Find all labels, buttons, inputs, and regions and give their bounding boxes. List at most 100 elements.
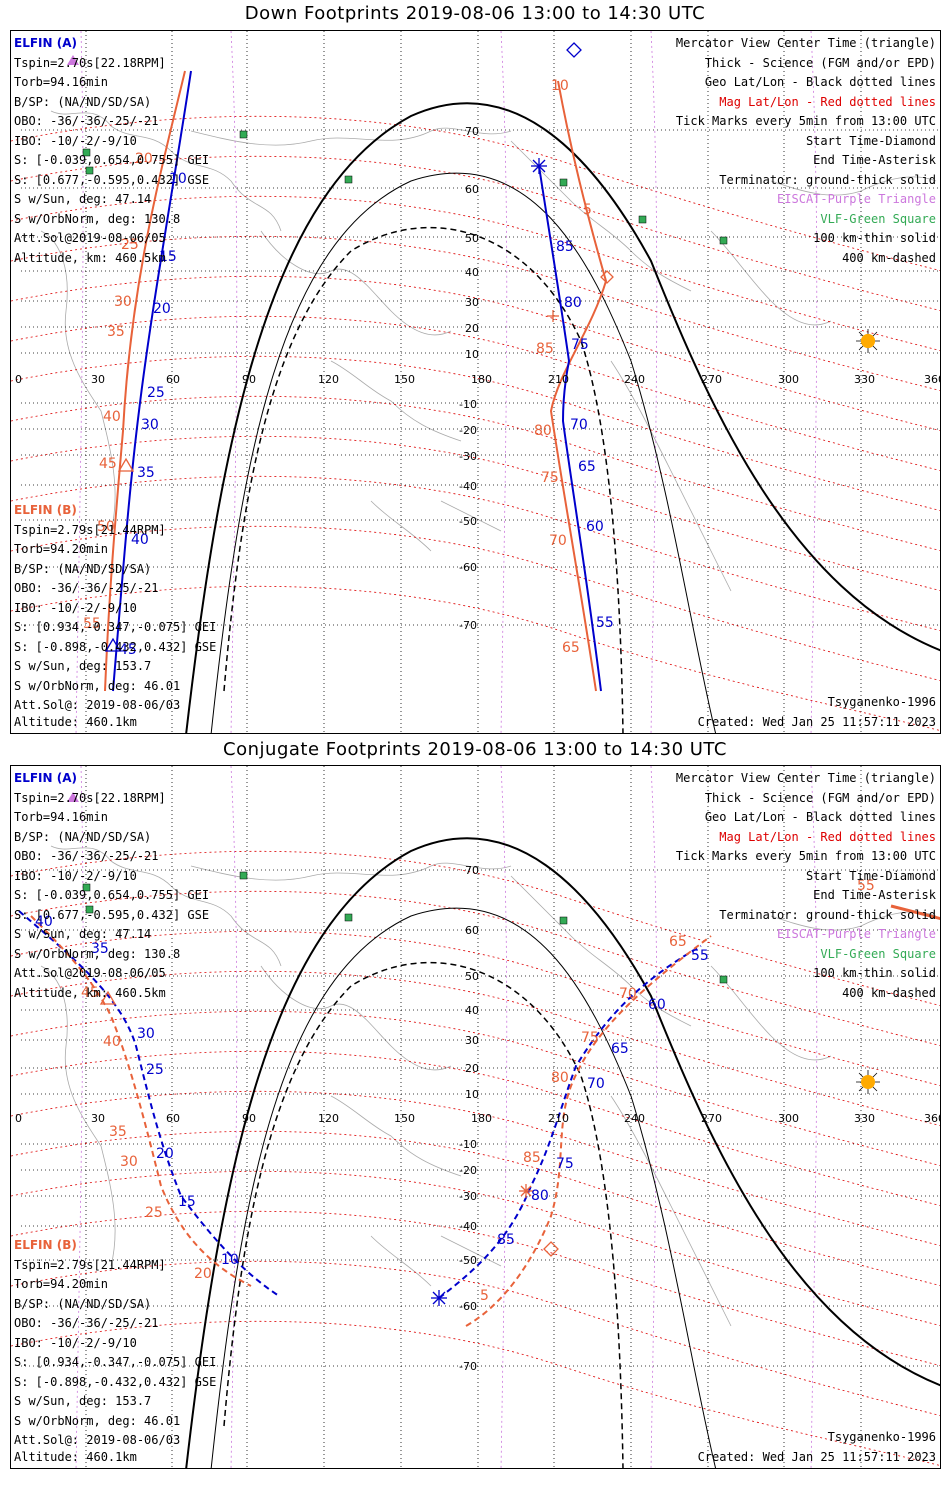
b-label: 85 [523,1150,541,1166]
info-line: S: [-0.898,-0.432,0.432] GSE [14,639,217,654]
lat-tick-label: -40 [459,480,477,493]
info-line: S: [0.934,-0.347,-0.075] GEI [14,620,217,634]
lat-tick-label: 70 [465,864,479,877]
elfin-b-conj-track-right [465,935,712,1327]
legend-line: Tick Marks every 5min from 13:00 UTC [675,114,936,128]
down-map-svg: 0 30 60 90 120 150 180 210 240 270 300 330 360 70 60 5… [11,31,941,733]
lon-tick-label: 210 [548,1112,569,1125]
legend-line: End Time-Asterisk [813,888,936,902]
info-line: IBO: -10/-2/-9/10 [14,133,137,148]
info-line: S: [0.677,-0.595,0.432] GSE [14,907,210,922]
lat-tick-label: -20 [459,1164,477,1177]
lon-tick-label: 180 [471,373,492,386]
lon-tick-label: 300 [778,373,799,386]
legend-line: 400 km-dashed [842,985,936,1000]
conjugate-footprints-map: 0 30 60 90 120 150 180 210 240 270 300 330 360 70 60 5… [10,765,941,1469]
mag-meridians [75,31,818,733]
b-label: 20 [135,151,153,167]
vlf-stations [82,871,728,984]
elfin-a-header: ELFIN (A) [14,771,77,785]
a-label: 10 [169,171,187,187]
b-label: 45 [99,456,117,472]
info-line: Att.Sol@: 2019-08-06/03 [14,698,181,712]
b-label: 55 [83,616,101,632]
lon-tick-label: 0 [15,1112,22,1125]
lon-tick-label: 360 [924,1112,941,1125]
b-label: 80 [551,1070,569,1086]
elfin-a-end-asterisk [431,1290,447,1306]
lon-tick-label: 150 [394,1112,415,1125]
legend-line: Geo Lat/Lon - Black dotted lines [704,810,936,824]
elfin-b-center-triangle [99,990,117,1005]
b-label: 70 [549,533,567,549]
legend-line: 100 km-thin solid [813,966,936,980]
b-label: 65 [669,934,687,950]
elfin-a-track-left [112,70,192,692]
info-line: S: [0.934,-0.347,-0.075] GEI [14,1355,217,1369]
created-label: Created: Wed Jan 25 11:57:11 2023 [697,715,936,729]
a-label: 25 [147,385,165,401]
info-line: IBO: -10/-2/-9/10 [14,868,137,883]
legend-line: Thick - Science (FGM and/or EPD) [704,790,936,805]
lon-tick-label: 360 [924,373,941,386]
info-line: IBO: -10/-2/-9/10 [14,600,137,615]
lon-tick-label: 90 [242,373,256,386]
a-label: 15 [159,249,177,265]
b-label: 25 [145,1205,163,1221]
a-label: 80 [531,1188,549,1204]
info-line: S: [-0.898,-0.432,0.432] GSE [14,1374,217,1389]
info-line: Altitude, km: 460.5km [14,250,166,265]
info-line: Torb=94.20min [14,542,108,556]
a-label: 60 [586,519,604,535]
lon-tick-label: 330 [854,1112,875,1125]
lat-tick-label: 60 [465,183,479,196]
info-line: Att.Sol@2019-08-06/05 [14,966,166,980]
info-line: OBO: -36/-36/-25/-21 [14,1316,159,1330]
elfin-b-start-diamond [600,270,614,284]
b-label: 45 [81,985,99,1001]
legend-line: Thick - Science (FGM and/or EPD) [704,55,936,70]
legend-line: Mag Lat/Lon - Red dotted lines [719,829,936,844]
b-label: 50 [97,519,115,535]
lat-tick-label: 10 [465,1088,479,1101]
legend: Mercator View Center Time (triangle) Thi… [676,34,936,268]
elfin-a-conj-track-left [18,910,280,1297]
info-line: Tspin=2.70s[22.18RPM] [14,55,166,70]
b-label: 30 [114,294,132,310]
a-label: 55 [691,948,709,964]
b-label: 65 [562,640,580,656]
lat-tick-label: 30 [465,1034,479,1047]
mag-grid [11,115,940,731]
b-label: 25 [121,237,139,253]
b-label: 55 [857,878,875,894]
conj-map-svg: 0 30 60 90 120 150 180 210 240 270 300 330 360 70 60 5… [11,766,941,1468]
elfin-b-center-triangle [117,457,135,472]
a-label: 40 [131,532,149,548]
b-label: 30 [120,1154,138,1170]
elfin-b-track-right [549,80,608,692]
lat-tick-label: 40 [465,266,479,279]
legend: Mercator View Center Time (triangle) Thi… [676,769,936,1003]
lon-tick-label: 240 [624,373,645,386]
legend-line: VLF-Green Square [820,211,936,226]
elfin-a-end-asterisk [531,158,547,174]
elfin-a-info: ELFIN (A) Tspin=2.70s[22.18RPM] Torb=94.… [14,34,209,268]
a-label: 70 [587,1076,605,1092]
lat-tick-label: 70 [465,125,479,138]
info-line: Torb=94.16min [14,810,108,824]
info-line: S w/Sun, deg: 47.14 [14,927,152,941]
lat-tick-label: 40 [465,1004,479,1017]
info-line: S w/OrbNorm, deg: 46.01 [14,1413,181,1428]
elfin-b-track-end-right [890,904,940,921]
a-label: 35 [137,465,155,481]
elfin-b-start-diamond [543,1241,559,1257]
legend-line: Mag Lat/Lon - Red dotted lines [719,94,936,109]
eiscat-triangle [67,792,79,802]
sun-icon [856,329,880,353]
info-line: S w/OrbNorm, deg: 130.8 [14,946,181,961]
legend-line: Geo Lat/Lon - Black dotted lines [704,75,936,89]
info-line: S w/Sun, deg: 153.7 [14,659,152,673]
b-label: 80 [534,423,552,439]
elfin-b-header: ELFIN (B) [14,1238,77,1252]
elfin-b-header: ELFIN (B) [14,503,77,517]
